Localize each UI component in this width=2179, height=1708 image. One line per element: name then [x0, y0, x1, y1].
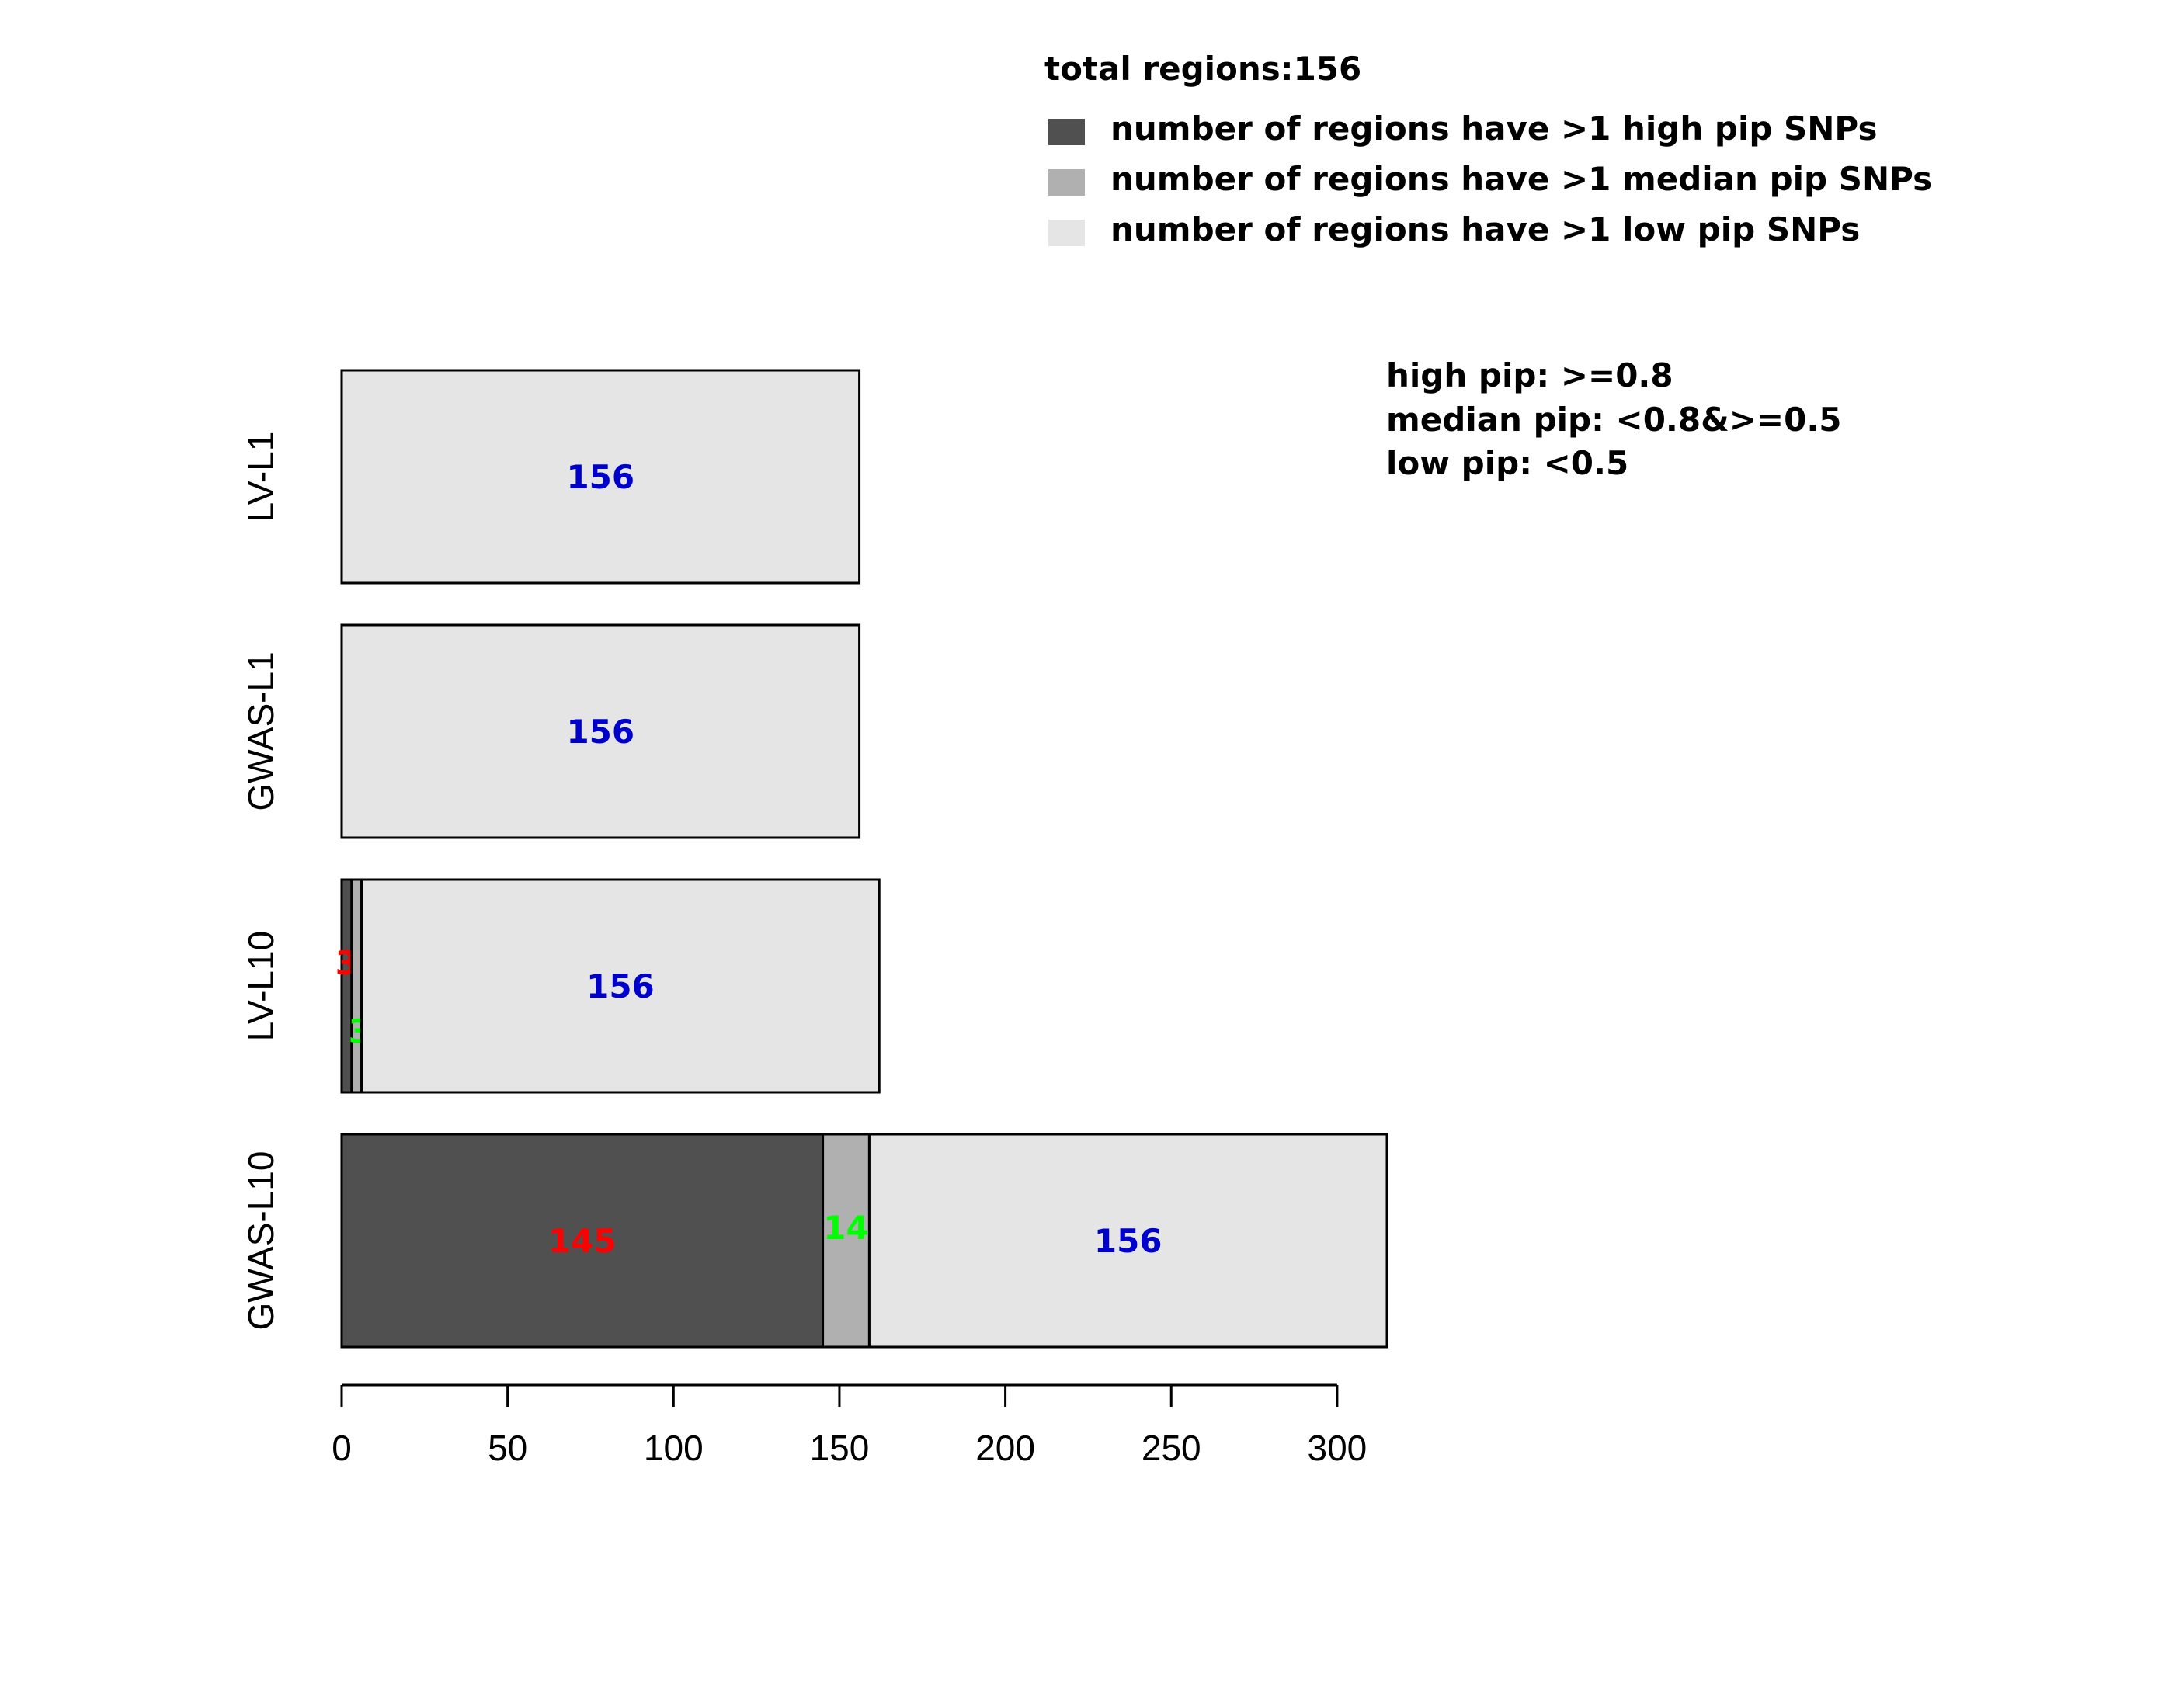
legend-label: number of regions have >1 high pip SNPs [1110, 109, 1877, 148]
bar-segment [360, 878, 881, 1094]
pip-threshold-note: median pip: <0.8&>=0.5 [1386, 401, 1842, 439]
pip-threshold-notes: high pip: >=0.8 median pip: <0.8&>=0.5 low… [1386, 356, 1842, 482]
bar-value-label: 156 [586, 967, 655, 1005]
legend-swatch [1048, 119, 1085, 145]
bar-segment [340, 1133, 825, 1349]
x-axis: 0 50 100 150 200 250 300 [332, 1383, 1368, 1468]
bar-value-label: 156 [1094, 1222, 1162, 1260]
category-label: LV-L1 [241, 432, 281, 522]
legend-label: number of regions have >1 median pip SNP… [1110, 160, 1932, 198]
bar-value-label: 145 [548, 1222, 617, 1260]
bar-segment [350, 878, 363, 1094]
x-tick-label: 0 [332, 1428, 352, 1468]
category-label: GWAS-L10 [241, 1151, 281, 1331]
x-tick-label: 50 [488, 1428, 527, 1468]
legend: total regions:156 number of regions have… [1044, 50, 1932, 248]
legend-swatch [1048, 169, 1085, 196]
bar-segment [867, 1133, 1388, 1349]
legend-swatch [1048, 220, 1085, 246]
x-tick-label: 200 [975, 1428, 1035, 1468]
bar-value-label: 156 [566, 458, 634, 496]
x-tick-label: 250 [1142, 1428, 1201, 1468]
x-tick-label: 300 [1308, 1428, 1368, 1468]
bar-segment [340, 369, 861, 585]
legend-title: total regions:156 [1044, 50, 1361, 88]
bar-segment [822, 1133, 871, 1349]
legend-label: number of regions have >1 low pip SNPs [1110, 210, 1860, 248]
x-tick-label: 150 [810, 1428, 870, 1468]
bar-value-label: 156 [566, 713, 634, 751]
bar-segment [340, 878, 353, 1094]
x-tick-label: 100 [644, 1428, 704, 1468]
category-label: GWAS-L1 [241, 651, 281, 811]
pip-threshold-note: high pip: >=0.8 [1386, 356, 1673, 394]
category-label: LV-L10 [241, 931, 281, 1041]
category-labels: LV-L1 GWAS-L1 LV-L10 GWAS-L10 [241, 432, 281, 1331]
pip-threshold-note: low pip: <0.5 [1386, 444, 1628, 482]
bar-value-label: 14 [823, 1209, 868, 1247]
bar-segment [340, 623, 861, 839]
